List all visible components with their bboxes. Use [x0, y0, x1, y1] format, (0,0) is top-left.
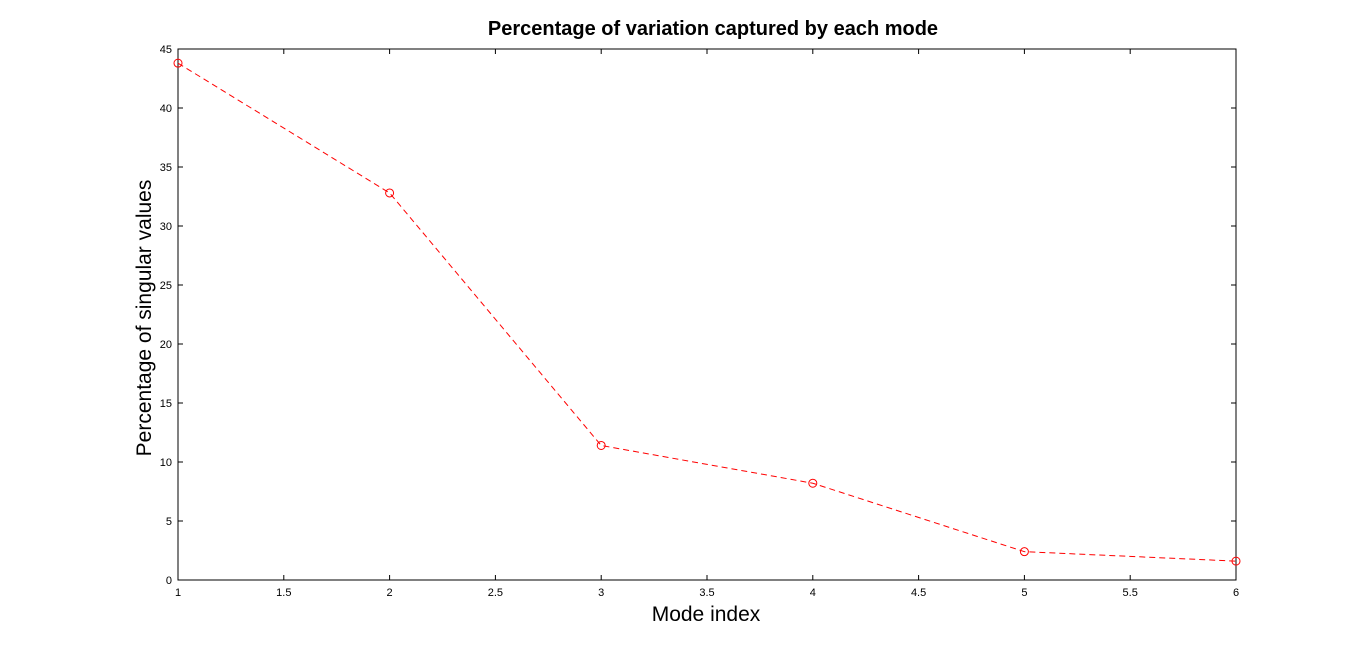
data-point-marker [1019, 547, 1029, 557]
x-tick-label: 3 [598, 587, 604, 599]
data-point-marker [173, 58, 183, 68]
tick-labels: 1 1.5 2 2.5 3 3.5 4 4.5 5 5.5 6 0 5 10 15 20 25 30 35 40 45 [160, 44, 1239, 599]
data-series [173, 58, 1241, 566]
x-tick-label: 2.5 [488, 587, 503, 599]
y-tick-label: 10 [160, 457, 172, 469]
series-line [177, 62, 1237, 562]
tick-marks [177, 48, 1237, 581]
data-point-marker [1231, 556, 1241, 566]
x-tick-label: 4 [810, 587, 816, 599]
y-tick-label: 40 [160, 103, 172, 115]
x-tick-label: 3.5 [699, 587, 714, 599]
x-tick-label: 1 [175, 587, 181, 599]
y-axis-label: Percentage of singular values [133, 180, 156, 457]
x-tick-label: 5.5 [1123, 587, 1138, 599]
x-tick-label: 4.5 [911, 587, 926, 599]
data-point-marker [808, 478, 818, 488]
x-tick-label: 2 [387, 587, 393, 599]
x-tick-label: 5 [1021, 587, 1027, 599]
y-tick-label: 15 [160, 398, 172, 410]
plot-frame [177, 48, 1237, 581]
y-tick-label: 45 [160, 44, 172, 56]
y-tick-label: 30 [160, 221, 172, 233]
chart-title: Percentage of variation captured by each… [488, 18, 938, 40]
x-tick-label: 6 [1233, 587, 1239, 599]
y-tick-label: 0 [166, 575, 172, 587]
x-axis-label: Mode index [652, 603, 761, 626]
y-tick-label: 5 [166, 516, 172, 528]
y-tick-label: 25 [160, 280, 172, 292]
y-tick-label: 20 [160, 339, 172, 351]
data-point-marker [596, 440, 606, 450]
data-point-marker [385, 188, 395, 198]
y-tick-label: 35 [160, 162, 172, 174]
x-tick-label: 1.5 [276, 587, 291, 599]
